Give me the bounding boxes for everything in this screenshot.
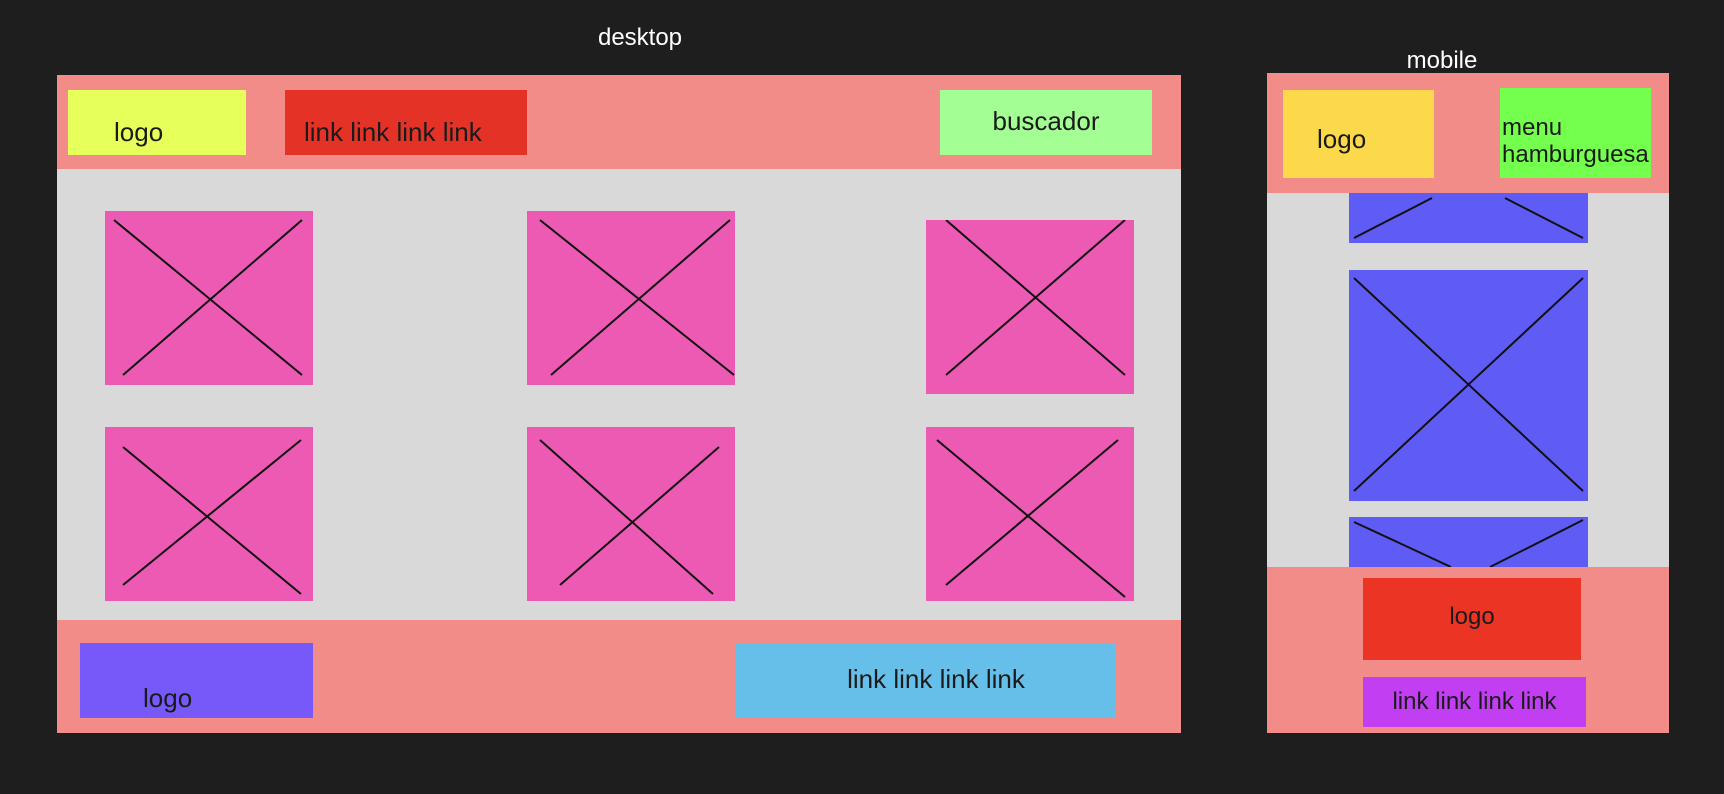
placeholder-cross-icon (539, 219, 735, 376)
desktop-search[interactable]: buscador (940, 90, 1152, 155)
mobile-footer-logo[interactable]: logo (1363, 578, 1581, 660)
desktop-footer-links-label: link link link link (847, 663, 1025, 694)
desktop-image-placeholder[interactable] (926, 220, 1134, 394)
desktop-frame-title: desktop (597, 24, 683, 51)
desktop-logo-label: logo (114, 117, 164, 147)
placeholder-cross-icon (113, 219, 303, 376)
mobile-carousel-prev-card[interactable] (1349, 193, 1588, 243)
desktop-footer-links[interactable]: link link link link (735, 643, 1116, 718)
mobile-frame: logo menu hamburguesa logo (1267, 73, 1669, 733)
mobile-header: logo menu hamburguesa (1267, 73, 1669, 193)
desktop-image-placeholder[interactable] (527, 427, 735, 601)
mobile-menu-label-line2: hamburguesa (1502, 141, 1649, 168)
desktop-header: logo link link link link buscador (57, 75, 1181, 169)
placeholder-cross-icon (1353, 197, 1584, 239)
placeholder-cross-icon (122, 439, 302, 595)
desktop-image-placeholder[interactable] (105, 427, 313, 601)
mobile-content (1267, 193, 1669, 567)
placeholder-cross-icon (539, 439, 720, 595)
placeholder-cross-icon (945, 220, 1126, 376)
mobile-carousel-next-card[interactable] (1349, 517, 1588, 567)
mobile-menu-label-line1: menu (1502, 114, 1563, 141)
desktop-footer-logo[interactable]: logo (80, 643, 313, 718)
mobile-footer-links-label: link link link link (1392, 688, 1557, 715)
desktop-footer-logo-label: logo (143, 683, 193, 713)
desktop-image-placeholder[interactable] (105, 211, 313, 385)
mobile-logo-label: logo (1317, 124, 1367, 154)
mobile-carousel-card[interactable] (1349, 270, 1588, 501)
desktop-image-placeholder[interactable] (527, 211, 735, 385)
desktop-image-placeholder[interactable] (926, 427, 1134, 601)
mobile-frame-title: mobile (1406, 47, 1478, 74)
placeholder-cross-icon (1353, 277, 1584, 492)
mobile-footer: logo link link link link (1267, 567, 1669, 733)
desktop-frame: logo link link link link buscador (57, 75, 1181, 733)
desktop-nav-links-label: link link link link (304, 117, 482, 147)
desktop-nav-links[interactable]: link link link link (285, 90, 527, 155)
placeholder-cross-icon (1353, 519, 1584, 567)
desktop-search-label: buscador (992, 105, 1100, 136)
placeholder-cross-icon (936, 439, 1126, 598)
mobile-logo[interactable]: logo (1283, 90, 1434, 178)
desktop-logo[interactable]: logo (68, 90, 246, 155)
mobile-hamburger-menu[interactable]: menu hamburguesa (1500, 88, 1651, 178)
desktop-footer: logo link link link link (57, 620, 1181, 733)
mobile-footer-links[interactable]: link link link link (1363, 677, 1586, 727)
desktop-content (57, 169, 1181, 620)
mobile-footer-logo-label: logo (1449, 603, 1495, 630)
